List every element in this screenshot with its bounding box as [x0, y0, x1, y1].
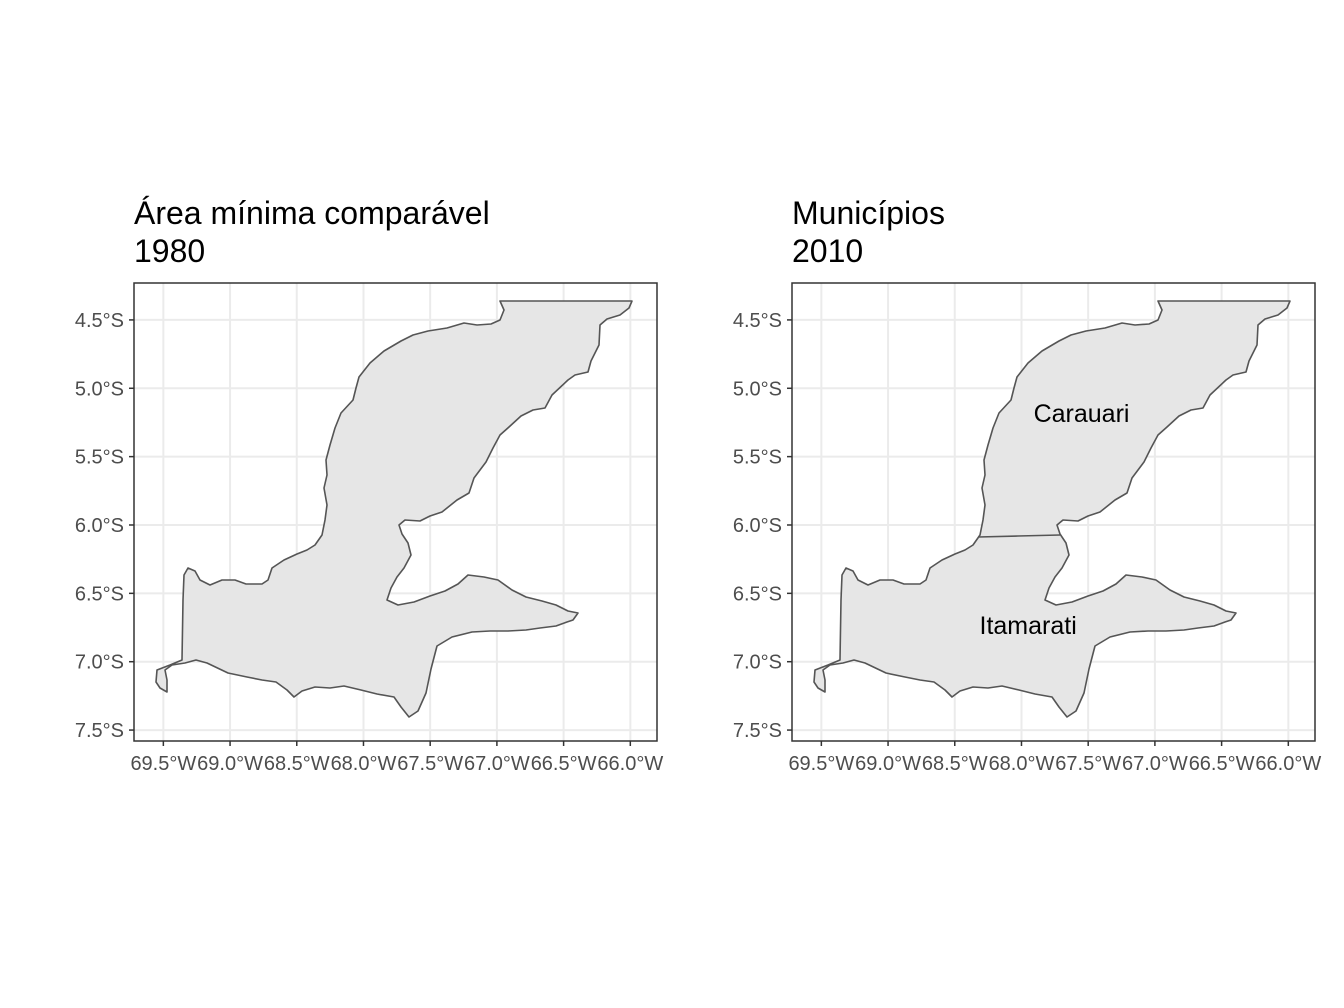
- y-tick-label: 7.5°S: [75, 720, 124, 742]
- y-tick-label: 5.5°S: [733, 447, 782, 469]
- y-tick-label: 5.0°S: [75, 378, 124, 400]
- panel-border: [791, 282, 1316, 742]
- place-labels: Carauari Itamarati: [980, 400, 1130, 640]
- municipalities-outline: [813, 300, 1291, 718]
- x-tick-label: 67.5°W: [397, 753, 463, 775]
- municipality-label: Itamarati: [980, 612, 1077, 640]
- x-tick-label: 66.5°W: [531, 753, 597, 775]
- municipality-label: Carauari: [1034, 400, 1130, 428]
- y-axis: 4.5°S 5.0°S 5.5°S 6.0°S 6.5°S 7.0°S 7.5°S: [733, 310, 792, 742]
- x-tick-label: 68.0°W: [331, 753, 397, 775]
- title-line-1: Municípios: [792, 195, 945, 231]
- y-tick-label: 4.5°S: [733, 310, 782, 332]
- x-tick-label: 69.0°W: [855, 753, 921, 775]
- x-tick-label: 68.0°W: [989, 753, 1055, 775]
- x-tick-label: 66.0°W: [597, 753, 663, 775]
- y-tick-label: 4.5°S: [75, 310, 124, 332]
- y-tick-label: 7.0°S: [75, 652, 124, 674]
- panel-title: Municípios 2010: [792, 194, 945, 270]
- map-canvas: 4.5°S 5.0°S 5.5°S 6.0°S 6.5°S 7.0°S 7.5°S 69.5…: [733, 282, 1321, 775]
- panel-border: [133, 282, 658, 742]
- title-line-1: Área mínima comparável: [134, 195, 490, 231]
- x-tick-label: 69.5°W: [130, 753, 196, 775]
- x-tick-label: 67.0°W: [1122, 753, 1188, 775]
- y-tick-label: 7.0°S: [733, 652, 782, 674]
- map-panel-2010: Municípios 2010 4.5°S 5.0°S 5.5°S 6.0°S 6.5°…: [658, 0, 1321, 1008]
- x-tick-label: 68.5°W: [264, 753, 330, 775]
- x-tick-label: 66.5°W: [1189, 753, 1255, 775]
- x-tick-label: 66.0°W: [1255, 753, 1321, 775]
- x-tick-label: 69.5°W: [788, 753, 854, 775]
- y-tick-label: 6.0°S: [733, 515, 782, 537]
- title-line-2: 2010: [792, 233, 864, 269]
- y-tick-label: 6.0°S: [75, 515, 124, 537]
- x-tick-label: 67.5°W: [1055, 753, 1121, 775]
- panel-title: Área mínima comparável 1980: [134, 194, 490, 270]
- x-axis: 69.5°W 69.0°W 68.5°W 68.0°W 67.5°W 67.0°W 66.5…: [788, 741, 1321, 775]
- map-canvas: 4.5°S 5.0°S 5.5°S 6.0°S 6.5°S 7.0°S 7.5°S 69.5…: [75, 282, 663, 775]
- x-tick-label: 68.5°W: [922, 753, 988, 775]
- y-axis: 4.5°S 5.0°S 5.5°S 6.0°S 6.5°S 7.0°S 7.5°S: [75, 310, 134, 742]
- y-tick-label: 5.5°S: [75, 447, 124, 469]
- map-panel-1980: Área mínima comparável 1980 4.5°S 5.0°S 5.…: [0, 0, 663, 1008]
- x-tick-label: 69.0°W: [197, 753, 263, 775]
- y-tick-label: 6.5°S: [75, 583, 124, 605]
- x-axis: 69.5°W 69.0°W 68.5°W 68.0°W 67.5°W 67.0°W 66.5…: [130, 741, 663, 775]
- y-tick-label: 6.5°S: [733, 583, 782, 605]
- amc-region-outline: [155, 300, 633, 718]
- y-tick-label: 7.5°S: [733, 720, 782, 742]
- x-tick-label: 67.0°W: [464, 753, 530, 775]
- municipal-boundary-line: [977, 534, 1061, 538]
- y-tick-label: 5.0°S: [733, 378, 782, 400]
- title-line-2: 1980: [134, 233, 206, 269]
